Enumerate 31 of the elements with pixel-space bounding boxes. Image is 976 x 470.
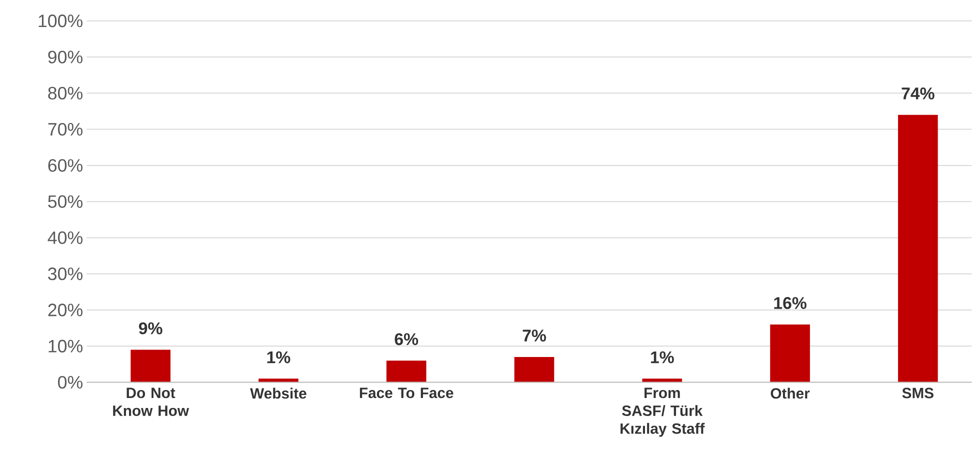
- bar: [258, 378, 298, 382]
- y-tick-label: 80%: [48, 86, 82, 100]
- data-label: 74%: [902, 88, 934, 100]
- data-label: 1%: [267, 351, 290, 364]
- y-tick-label: 20%: [48, 304, 82, 316]
- y-tick-label: 50%: [48, 195, 82, 208]
- data-label: 1%: [651, 351, 674, 364]
- y-tick-label: 90%: [48, 50, 82, 64]
- bar: [130, 350, 170, 382]
- x-tick-label: SMS: [902, 388, 934, 398]
- data-label: 7%: [522, 330, 546, 342]
- y-tick-label: 60%: [48, 159, 82, 172]
- bar: [770, 324, 810, 382]
- bar: [386, 360, 426, 382]
- data-label: 9%: [138, 322, 162, 334]
- x-tick-label: Face To Face: [360, 388, 454, 398]
- x-tick-label: Do Not Know How: [113, 388, 190, 416]
- y-tick-label: 0%: [58, 376, 82, 389]
- x-tick-label: From SASF/ Türk Kızılay Staff: [620, 388, 705, 437]
- y-tick-label: 30%: [48, 268, 82, 280]
- y-tick-label: 40%: [48, 231, 82, 244]
- bar: [642, 378, 682, 382]
- data-label: 16%: [774, 297, 806, 310]
- y-tick-label: 10%: [48, 340, 82, 353]
- bar: [898, 114, 938, 382]
- bar: [514, 357, 554, 382]
- y-tick-label: 70%: [48, 123, 82, 136]
- x-tick-label: Other: [770, 388, 810, 399]
- data-label: 6%: [394, 333, 418, 346]
- x-tick-label: Website: [250, 388, 306, 399]
- y-tick-label: 100%: [38, 14, 82, 28]
